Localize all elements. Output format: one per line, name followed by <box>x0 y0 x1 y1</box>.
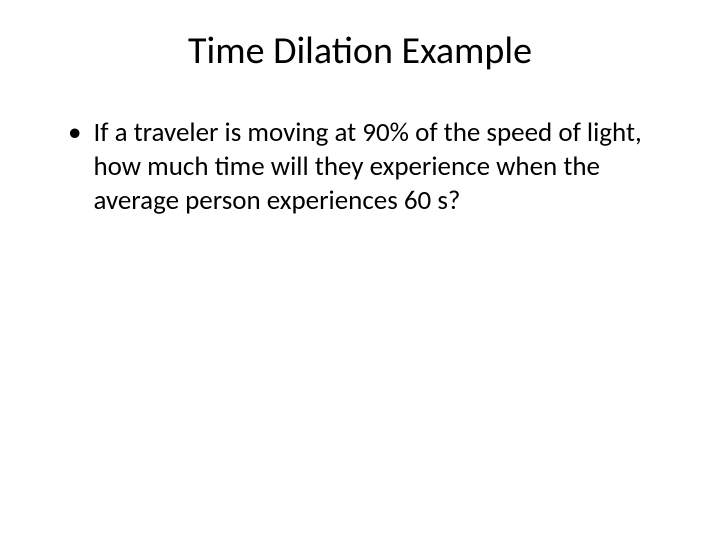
slide-title: Time Dilation Example <box>50 28 670 74</box>
slide-content: • If a traveler is moving at 90% of the … <box>50 116 670 217</box>
bullet-item: • If a traveler is moving at 90% of the … <box>68 116 670 217</box>
bullet-marker: • <box>68 116 81 150</box>
slide-container: Time Dilation Example • If a traveler is… <box>0 0 720 540</box>
bullet-text: If a traveler is moving at 90% of the sp… <box>93 116 670 217</box>
